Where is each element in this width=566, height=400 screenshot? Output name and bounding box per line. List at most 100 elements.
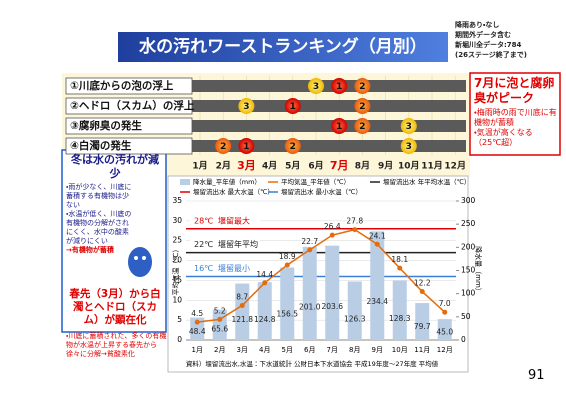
y-tick-label: 15 xyxy=(172,275,182,284)
y2-tick-label: 250 xyxy=(461,219,476,228)
reference-label-bg xyxy=(190,263,260,274)
bar-label: 124.8 xyxy=(254,315,276,324)
rank-number: 2 xyxy=(359,122,365,132)
month-label: 4月 xyxy=(262,161,277,172)
bar-label: 156.5 xyxy=(277,310,299,319)
mascot xyxy=(128,247,152,277)
bar-label: 45.0 xyxy=(436,328,453,337)
rank-number: 1 xyxy=(290,102,296,112)
x-tick-label: 7月 xyxy=(327,346,338,354)
legend-swatch xyxy=(180,179,190,185)
rank-circle xyxy=(354,78,371,94)
line-point xyxy=(239,302,245,308)
reference-annotation: 堰留最小 xyxy=(218,263,250,273)
line-point xyxy=(419,289,425,295)
mascot-eye xyxy=(142,256,146,260)
line-point xyxy=(217,316,223,322)
bar-label: 65.6 xyxy=(211,324,228,333)
rank-number: 3 xyxy=(406,122,412,132)
y2-axis-title: 降水量（mm） xyxy=(474,246,483,295)
row-label-box xyxy=(65,77,193,95)
line-point xyxy=(352,227,358,233)
row-label-box xyxy=(65,97,193,115)
callout-points: ・梅雨時の雨で川底に有機物が蓄積 ・気温が高くなる（25℃超） xyxy=(474,108,558,148)
line-point xyxy=(194,319,200,325)
month-label: 5月 xyxy=(285,161,300,172)
callout-point: ・気温が高くなる（25℃超） xyxy=(474,128,533,147)
point-label: 4.5 xyxy=(191,309,203,318)
bar xyxy=(370,231,385,340)
line-point xyxy=(442,309,448,315)
left-point: ・水温が低く、川底の有機物の分解がされにくく、水中の酸素が減りにくい xyxy=(66,210,132,245)
left-result: →有機物が蓄積 xyxy=(66,246,114,254)
point-label: 27.8 xyxy=(346,217,363,226)
x-tick-label: 11月 xyxy=(414,346,430,354)
point-label: 18.9 xyxy=(279,252,296,261)
note: 新堀川全データ:784 xyxy=(455,41,522,49)
y2-tick-label: 0 xyxy=(461,335,466,344)
bar-label: 234.4 xyxy=(367,297,389,306)
point-label: 8.7 xyxy=(236,292,248,301)
bar xyxy=(280,267,295,340)
rank-circle xyxy=(308,78,324,94)
x-tick-label: 1月 xyxy=(192,346,203,354)
x-tick-label: 10月 xyxy=(392,346,408,354)
rank-circle xyxy=(400,118,417,134)
point-label: 12.2 xyxy=(414,279,431,288)
bar xyxy=(347,281,362,340)
bar xyxy=(415,303,430,340)
reference-label-bg xyxy=(190,215,260,226)
reference-annotation: 堰留年平均 xyxy=(218,239,258,249)
rank-circle xyxy=(354,98,371,114)
rank-circle xyxy=(284,98,301,114)
rank-circle xyxy=(215,138,232,154)
point-label: 22.7 xyxy=(301,237,318,246)
x-tick-label: 12月 xyxy=(437,346,453,354)
bar xyxy=(235,283,250,340)
bar xyxy=(325,245,340,340)
line-point xyxy=(284,262,290,268)
x-tick-label: 6月 xyxy=(304,346,315,354)
row-label-box xyxy=(65,137,193,155)
rank-number: 1 xyxy=(243,142,249,152)
x-tick-label: 2月 xyxy=(214,346,225,354)
month-label: 6月 xyxy=(308,161,323,172)
x-tick-label: 5月 xyxy=(282,346,293,354)
legend-label: 降水量_平年値（mm） xyxy=(193,177,261,186)
reference-annotation: 堰留最大 xyxy=(218,215,250,225)
point-label: 24.1 xyxy=(369,231,386,240)
left-points: ・雨が少なく、川底に蓄積する有機物は少ない ・水温が低く、川底の有機物の分解がされ… xyxy=(66,183,134,255)
bar-label: 201.0 xyxy=(299,302,321,311)
notes: 降雨あり・なし 期間外データ含む 新堀川全データ:784 (26ステージ終了まで) xyxy=(455,20,527,60)
month-label: 9月 xyxy=(378,161,393,172)
note: (26ステージ終了まで) xyxy=(455,51,527,59)
rank-number: 3 xyxy=(243,102,249,112)
legend-label: 平均気温_平年値（℃） xyxy=(281,177,350,186)
y-tick-label: 35 xyxy=(172,196,182,205)
reference-label-bg xyxy=(190,239,260,250)
line-point xyxy=(262,280,268,286)
spring-point: ・川底に蓄積された、多くの有機物が水温が上昇する春先から徐々に分解→貧酸素化 xyxy=(66,332,167,358)
rank-circle xyxy=(238,138,255,154)
note: 降雨あり・なし xyxy=(455,21,500,29)
line-point xyxy=(374,241,380,247)
bar-label: 121.8 xyxy=(232,315,254,324)
month-label: 8月 xyxy=(355,161,370,172)
left-point: ・雨が少なく、川底に蓄積する有機物は少ない xyxy=(66,183,132,209)
month-label: 2月 xyxy=(216,161,231,172)
chart-frame xyxy=(167,175,469,373)
point-label: 14.4 xyxy=(256,270,273,279)
month-label: 7月 xyxy=(330,159,349,172)
rank-circle xyxy=(400,138,417,154)
bar-label: 79.7 xyxy=(414,322,431,331)
x-tick-label: 4月 xyxy=(259,346,270,354)
point-label: 26.4 xyxy=(324,222,341,231)
y2-tick-label: 300 xyxy=(461,196,476,205)
rank-number: 3 xyxy=(313,82,319,92)
x-tick-label: 8月 xyxy=(349,346,360,354)
rank-number: 3 xyxy=(406,142,412,152)
legend-label: 堰留流出水 年平均水温（℃） xyxy=(383,177,470,186)
